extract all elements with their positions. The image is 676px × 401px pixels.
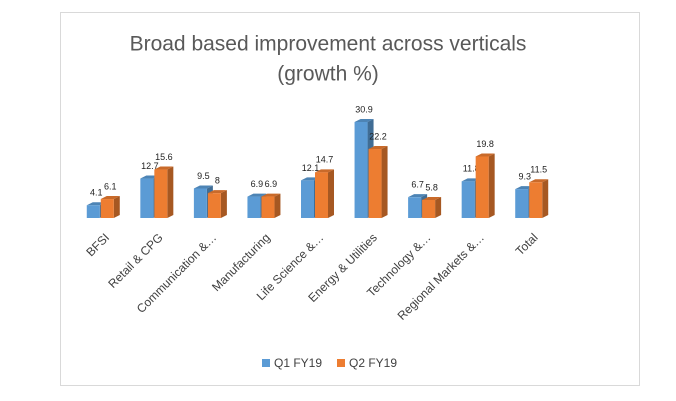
value-label: 12.1 (302, 163, 320, 173)
bar-top (408, 194, 428, 198)
value-label: 19.8 (476, 139, 494, 149)
bar-top (100, 196, 120, 200)
bar-top (247, 193, 267, 197)
value-label: 4.1 (90, 188, 103, 198)
bar (100, 199, 114, 218)
bar (261, 196, 275, 218)
bar (193, 188, 207, 218)
bar-side (328, 169, 334, 218)
bar-side (435, 196, 442, 218)
bar (140, 178, 154, 218)
bar-side (113, 196, 120, 218)
chart-subtitle: (growth %) (277, 63, 379, 86)
value-label: 11.8 (463, 164, 480, 174)
value-label: 12.7 (141, 161, 159, 171)
bar (354, 122, 368, 218)
bar (529, 182, 543, 218)
value-label: 22.2 (369, 131, 387, 141)
bar-top (193, 185, 213, 189)
value-label: 6.7 (411, 180, 424, 190)
value-label: 8 (215, 176, 220, 186)
bar-side (167, 166, 174, 218)
bar-top (529, 179, 549, 183)
value-label: 11.5 (530, 165, 547, 175)
bar-top (475, 153, 495, 157)
value-label: 6.1 (104, 181, 117, 191)
bar (422, 199, 436, 218)
value-label: 14.7 (316, 155, 334, 165)
bar (408, 197, 422, 218)
bar-side (220, 190, 227, 218)
bar-side (542, 179, 549, 218)
bar-top (154, 166, 174, 170)
bar-top (422, 196, 442, 200)
bar-side (488, 153, 495, 218)
bar (315, 172, 328, 218)
bar (86, 205, 100, 218)
value-label: 15.6 (155, 152, 173, 162)
bar-top (315, 169, 334, 173)
bar-top (368, 146, 388, 150)
bar-side (274, 193, 281, 218)
legend-label: Q2 FY19 (349, 356, 397, 370)
legend-label: Q1 FY19 (274, 356, 322, 370)
legend-swatch (262, 359, 270, 367)
value-label: 5.8 (425, 182, 438, 192)
value-label: 9.3 (518, 171, 531, 181)
bar-side (381, 146, 388, 218)
bar (207, 193, 221, 218)
bar (461, 181, 475, 218)
value-label: 6.9 (251, 179, 264, 189)
bar-top (261, 193, 281, 197)
bar (301, 180, 314, 218)
bar (247, 196, 261, 218)
bar (515, 189, 529, 218)
chart-title: Broad based improvement across verticals (130, 33, 527, 56)
bar-top (354, 119, 374, 122)
bar-top (207, 190, 227, 194)
bar (368, 149, 382, 218)
value-label: 30.9 (355, 104, 373, 114)
bar (475, 156, 489, 218)
legend-swatch (337, 359, 345, 367)
bar (154, 169, 168, 218)
value-label: 9.5 (197, 171, 210, 181)
value-label: 6.9 (265, 179, 278, 189)
